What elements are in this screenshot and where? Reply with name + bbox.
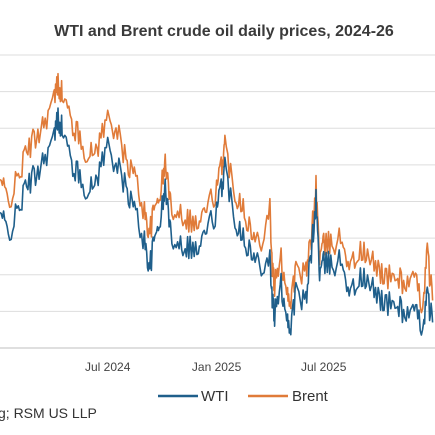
series-line-brent (0, 72, 434, 314)
source-note: g; RSM US LLP (0, 405, 97, 421)
x-tick-label: Jul 2024 (85, 360, 131, 374)
legend-label-brent: Brent (292, 388, 329, 405)
legend-label-wti: WTI (201, 388, 229, 405)
series-layer (0, 72, 434, 336)
chart-title: WTI and Brent crude oil daily prices, 20… (54, 23, 394, 40)
series-line-wti (0, 107, 434, 336)
x-tick-label: Jan 2025 (192, 360, 242, 374)
x-tick-label: Jul 2025 (301, 360, 347, 374)
x-axis-ticks: Jul 2024 Jan 2025 Jul 2025 (85, 360, 347, 374)
legend: WTI Brent (158, 388, 329, 405)
